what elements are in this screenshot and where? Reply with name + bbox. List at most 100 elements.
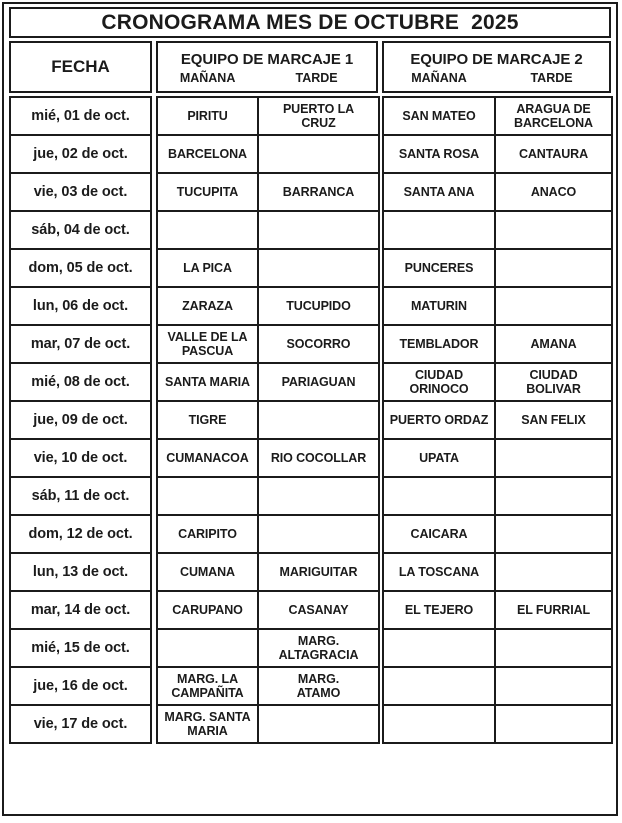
table-row: vie, 03 de oct. bbox=[9, 172, 152, 212]
equipo2-tarde-cell: AMANA bbox=[494, 324, 613, 364]
table-row: LA TOSCANA bbox=[382, 552, 613, 592]
table-row: TUCUPITA BARRANCA bbox=[156, 172, 380, 212]
equipo1-header: EQUIPO DE MARCAJE 1 MAÑANA TARDE bbox=[156, 41, 378, 93]
date-cell: vie, 17 de oct. bbox=[9, 704, 152, 744]
equipo2-manana-cell: SAN MATEO bbox=[382, 96, 496, 136]
equipo1-manana-cell bbox=[156, 476, 259, 516]
table-row: SANTA ANA ANACO bbox=[382, 172, 613, 212]
equipo1-manana-cell: PIRITU bbox=[156, 96, 259, 136]
equipo2-manana-cell: TEMBLADOR bbox=[382, 324, 496, 364]
table-row: SAN MATEO ARAGUA DE BARCELONA bbox=[382, 96, 613, 136]
date-cell: dom, 12 de oct. bbox=[9, 514, 152, 554]
equipo1-table: PIRITU PUERTO LA CRUZ BARCELONA TUCUPITA BAR… bbox=[156, 96, 380, 744]
equipo1-tarde-cell bbox=[257, 210, 380, 250]
date-cell: dom, 05 de oct. bbox=[9, 248, 152, 288]
equipo2-manana-cell: EL TEJERO bbox=[382, 590, 496, 630]
page-title: CRONOGRAMA MES DE OCTUBRE 2025 bbox=[9, 7, 611, 38]
equipo2-manana-label: MAÑANA bbox=[411, 71, 467, 85]
equipo1-tarde-cell: TUCUPIDO bbox=[257, 286, 380, 326]
equipo2-manana-cell: PUNCERES bbox=[382, 248, 496, 288]
document-frame: CRONOGRAMA MES DE OCTUBRE 2025 FECHA mié… bbox=[2, 2, 618, 816]
table-row: SANTA MARIA PARIAGUAN bbox=[156, 362, 380, 402]
equipo2-manana-cell: LA TOSCANA bbox=[382, 552, 496, 592]
equipo2-header: EQUIPO DE MARCAJE 2 MAÑANA TARDE bbox=[382, 41, 611, 93]
equipo2-tarde-cell: ARAGUA DE BARCELONA bbox=[494, 96, 613, 136]
equipo2-manana-cell bbox=[382, 210, 496, 250]
equipo1-tarde-cell bbox=[257, 514, 380, 554]
table-row: MATURIN bbox=[382, 286, 613, 326]
table-row: PUERTO ORDAZ SAN FELIX bbox=[382, 400, 613, 440]
equipo2-tarde-cell bbox=[494, 248, 613, 288]
equipo1-tarde-cell bbox=[257, 704, 380, 744]
equipo1-tarde-cell: PUERTO LA CRUZ bbox=[257, 96, 380, 136]
table-row: ZARAZA TUCUPIDO bbox=[156, 286, 380, 326]
equipo1-manana-cell: TIGRE bbox=[156, 400, 259, 440]
table-row bbox=[382, 210, 613, 250]
table-row: mié, 01 de oct. bbox=[9, 96, 152, 136]
equipo1-header-label: EQUIPO DE MARCAJE 1 bbox=[180, 51, 354, 68]
fecha-table-body: mié, 01 de oct. jue, 02 de oct. vie, 03 de… bbox=[9, 96, 152, 744]
equipo2-tarde-label: TARDE bbox=[530, 71, 573, 85]
equipo1-tarde-cell: SOCORRO bbox=[257, 324, 380, 364]
equipo1-manana-cell: BARCELONA bbox=[156, 134, 259, 174]
equipo1-manana-label: MAÑANA bbox=[179, 71, 236, 85]
table-row bbox=[382, 666, 613, 706]
equipo1-tarde-cell: RIO COCOLLAR bbox=[257, 438, 380, 478]
date-cell: vie, 03 de oct. bbox=[9, 172, 152, 212]
equipo2-manana-cell bbox=[382, 704, 496, 744]
table-row: UPATA bbox=[382, 438, 613, 478]
table-row: CAICARA bbox=[382, 514, 613, 554]
table-row: CARIPITO bbox=[156, 514, 380, 554]
equipo2-shift-row: MAÑANA TARDE bbox=[384, 71, 609, 85]
equipo2-table-body: SAN MATEO ARAGUA DE BARCELONA SANTA ROSA CA… bbox=[382, 96, 613, 744]
equipo2-manana-cell bbox=[382, 476, 496, 516]
equipo2-tarde-cell bbox=[494, 438, 613, 478]
equipo1-manana-cell: VALLE DE LA PASCUA bbox=[156, 324, 259, 364]
table-row: lun, 13 de oct. bbox=[9, 552, 152, 592]
date-cell: jue, 02 de oct. bbox=[9, 134, 152, 174]
equipo1-manana-cell: SANTA MARIA bbox=[156, 362, 259, 402]
equipo2-manana-cell: SANTA ANA bbox=[382, 172, 496, 212]
schedule-table: FECHA mié, 01 de oct. jue, 02 de oct. vie,… bbox=[9, 41, 613, 744]
table-row: LA PICA bbox=[156, 248, 380, 288]
date-cell: jue, 16 de oct. bbox=[9, 666, 152, 706]
equipo2-tarde-cell: EL FURRIAL bbox=[494, 590, 613, 630]
equipo1-tarde-cell: BARRANCA bbox=[257, 172, 380, 212]
table-row: dom, 05 de oct. bbox=[9, 248, 152, 288]
table-row: vie, 10 de oct. bbox=[9, 438, 152, 478]
equipo1-manana-cell: CUMANA bbox=[156, 552, 259, 592]
equipo1-tarde-cell bbox=[257, 400, 380, 440]
table-row: sáb, 11 de oct. bbox=[9, 476, 152, 516]
equipo1-table-body: PIRITU PUERTO LA CRUZ BARCELONA TUCUPITA BAR… bbox=[156, 96, 380, 744]
date-cell: mar, 14 de oct. bbox=[9, 590, 152, 630]
equipo1-tarde-cell: CASANAY bbox=[257, 590, 380, 630]
equipo1-manana-cell: CARIPITO bbox=[156, 514, 259, 554]
equipo1-manana-cell: TUCUPITA bbox=[156, 172, 259, 212]
table-row: PIRITU PUERTO LA CRUZ bbox=[156, 96, 380, 136]
table-row: lun, 06 de oct. bbox=[9, 286, 152, 326]
table-row: sáb, 04 de oct. bbox=[9, 210, 152, 250]
equipo1-tarde-cell: PARIAGUAN bbox=[257, 362, 380, 402]
date-cell: mié, 08 de oct. bbox=[9, 362, 152, 402]
equipo2-tarde-cell bbox=[494, 628, 613, 668]
table-row: CUMANA MARIGUITAR bbox=[156, 552, 380, 592]
table-row: CIUDAD ORINOCO CIUDAD BOLIVAR bbox=[382, 362, 613, 402]
equipo2-column-group: EQUIPO DE MARCAJE 2 MAÑANA TARDE SAN MAT… bbox=[382, 41, 613, 744]
equipo1-manana-cell: CARUPANO bbox=[156, 590, 259, 630]
equipo2-header-label: EQUIPO DE MARCAJE 2 bbox=[410, 51, 583, 68]
date-cell: jue, 09 de oct. bbox=[9, 400, 152, 440]
equipo2-tarde-cell: ANACO bbox=[494, 172, 613, 212]
date-cell: vie, 10 de oct. bbox=[9, 438, 152, 478]
table-row: VALLE DE LA PASCUA SOCORRO bbox=[156, 324, 380, 364]
table-row: BARCELONA bbox=[156, 134, 380, 174]
table-row: jue, 16 de oct. bbox=[9, 666, 152, 706]
equipo1-manana-cell: CUMANACOA bbox=[156, 438, 259, 478]
table-row: jue, 09 de oct. bbox=[9, 400, 152, 440]
equipo1-tarde-cell bbox=[257, 476, 380, 516]
table-row: mar, 14 de oct. bbox=[9, 590, 152, 630]
table-row bbox=[382, 704, 613, 744]
table-row: mié, 15 de oct. bbox=[9, 628, 152, 668]
table-row: MARG. ALTAGRACIA bbox=[156, 628, 380, 668]
table-row: MARG. SANTA MARIA bbox=[156, 704, 380, 744]
table-row: CUMANACOA RIO COCOLLAR bbox=[156, 438, 380, 478]
